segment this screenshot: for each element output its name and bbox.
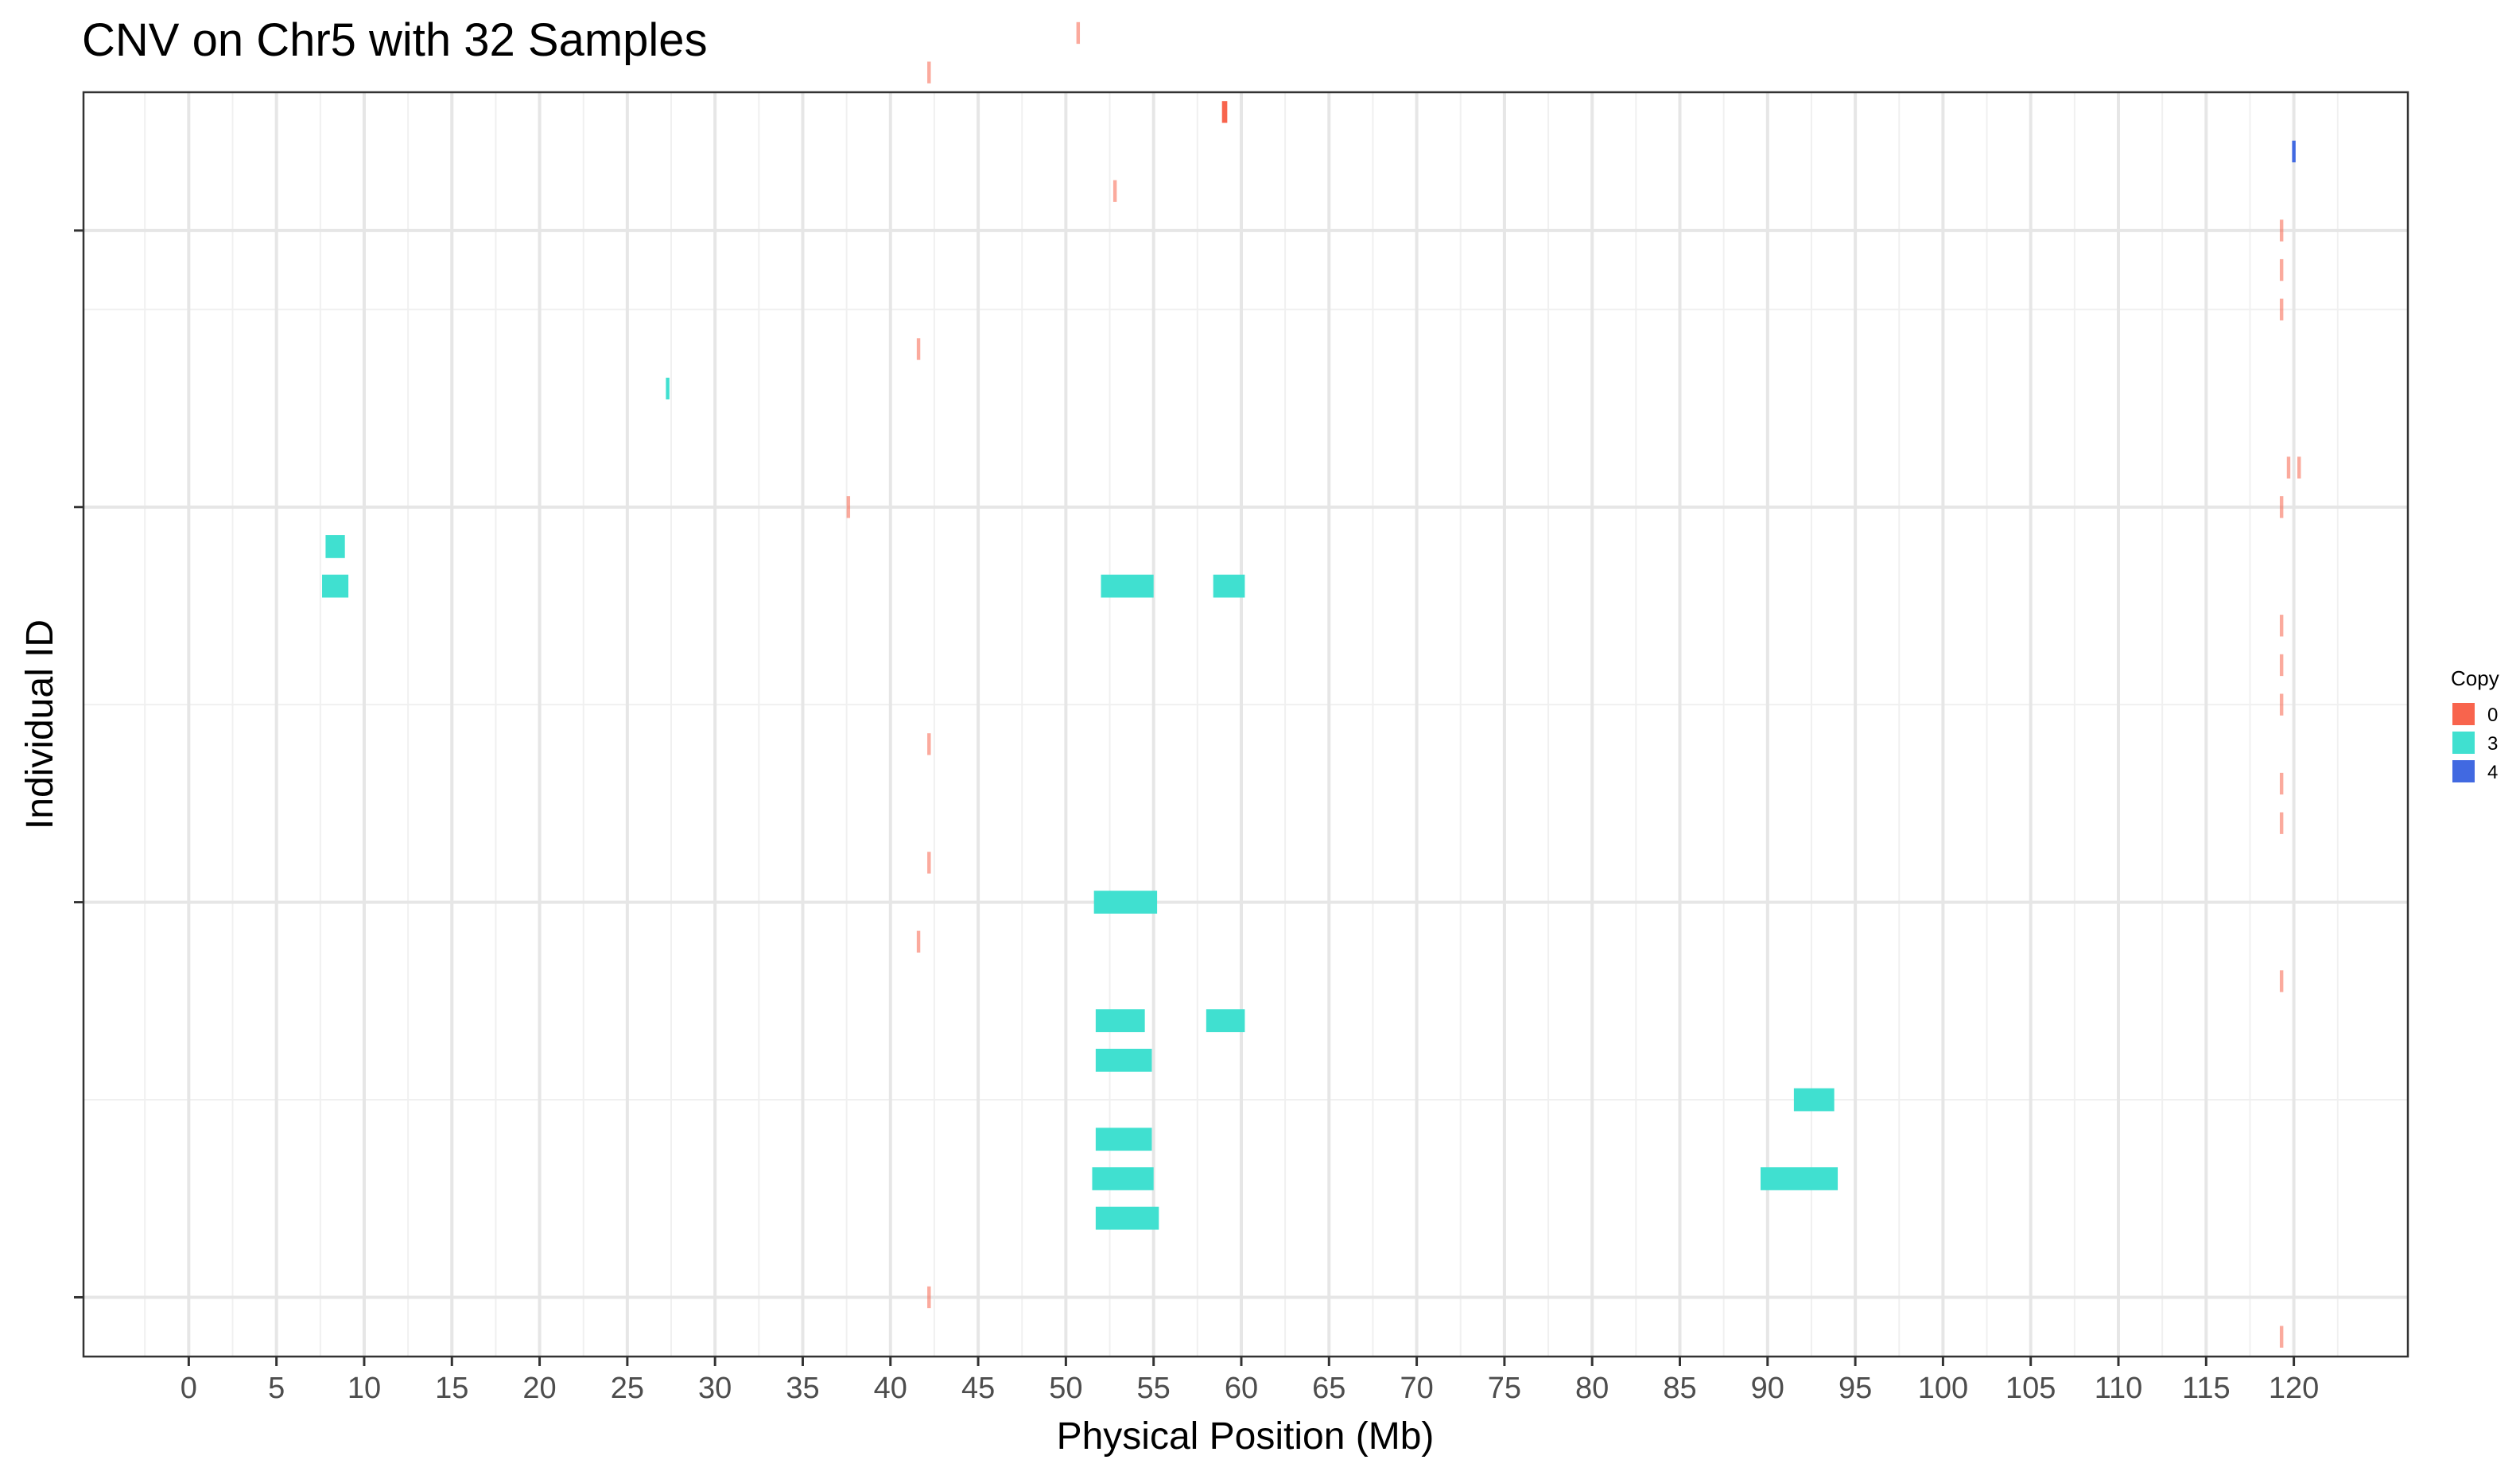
- x-axis-title: Physical Position (Mb): [1057, 1415, 1435, 1458]
- x-tick-label: 75: [1488, 1372, 1521, 1405]
- cnv-segment: [1093, 891, 1158, 914]
- cnv-segment: [1095, 1048, 1152, 1072]
- x-axis-ticks: 0 5 10 15 20 25 30 35 40 45 50 55 60 65 70 75 80 85 90 95 10…: [181, 1357, 2319, 1405]
- x-tick-label: 15: [435, 1372, 468, 1405]
- cnv-segment: [2279, 219, 2284, 242]
- cnv-segment: [2286, 456, 2291, 479]
- x-tick-label: 90: [1751, 1372, 1784, 1405]
- x-tick-label: 40: [874, 1372, 907, 1405]
- legend-label: 4: [2487, 762, 2498, 783]
- x-tick-label: 85: [1663, 1372, 1696, 1405]
- cnv-segment: [927, 1286, 931, 1309]
- chart-title: CNV on Chr5 with 32 Samples: [82, 14, 708, 66]
- cnv-segment: [2279, 258, 2284, 281]
- x-tick-label: 55: [1137, 1372, 1171, 1405]
- cnv-segment: [2279, 970, 2284, 992]
- cnv-segment: [2279, 298, 2284, 320]
- legend-title: Copy: [2451, 666, 2499, 690]
- cnv-segment: [1213, 574, 1245, 598]
- cnv-segment: [1076, 21, 1081, 45]
- cnv-segment: [2279, 812, 2284, 834]
- cnv-segment: [2279, 1326, 2284, 1348]
- cnv-segment: [1095, 1128, 1152, 1151]
- cnv-segments: [322, 21, 2301, 1348]
- x-tick-label: 20: [522, 1372, 556, 1405]
- x-tick-label: 115: [2182, 1372, 2231, 1405]
- cnv-segment: [2279, 693, 2284, 716]
- y-axis-title: Individual ID: [19, 619, 61, 829]
- legend-swatch: [2452, 760, 2475, 782]
- x-tick-label: 70: [1400, 1372, 1433, 1405]
- cnv-segment: [1095, 1206, 1159, 1230]
- minor-gridlines: [83, 92, 2408, 1357]
- cnv-segment: [1112, 180, 1117, 202]
- legend-label: 0: [2487, 705, 2498, 726]
- x-tick-label: 120: [2269, 1372, 2319, 1405]
- x-tick-label: 50: [1049, 1372, 1082, 1405]
- cnv-segment: [2279, 772, 2284, 795]
- cnv-segment: [2279, 654, 2284, 677]
- cnv-segment: [2292, 140, 2296, 163]
- cnv-segment: [322, 574, 349, 598]
- x-tick-label: 10: [348, 1372, 381, 1405]
- x-tick-label: 95: [1839, 1372, 1872, 1405]
- x-tick-label: 0: [181, 1372, 197, 1405]
- x-tick-label: 45: [961, 1372, 995, 1405]
- cnv-segment: [927, 733, 931, 755]
- cnv-segment: [927, 61, 931, 83]
- plot-panel: [83, 92, 2408, 1357]
- x-tick-label: 25: [611, 1372, 644, 1405]
- legend-swatch: [2452, 703, 2475, 725]
- cnv-segment: [916, 930, 921, 953]
- legend-swatch: [2452, 732, 2475, 754]
- cnv-segment: [2279, 496, 2284, 518]
- panel-border: [82, 91, 2409, 1358]
- x-tick-label: 80: [1575, 1372, 1609, 1405]
- cnv-segment: [927, 852, 931, 874]
- cnv-segment: [2279, 615, 2284, 637]
- legend: Copy 0 3 4: [2451, 666, 2499, 783]
- cnv-segment: [1793, 1088, 1835, 1112]
- x-tick-label: 65: [1312, 1372, 1345, 1405]
- cnv-segment: [1092, 1167, 1154, 1190]
- x-tick-label: 105: [2006, 1372, 2056, 1405]
- major-gridlines: [83, 92, 2408, 1357]
- x-tick-label: 60: [1225, 1372, 1258, 1405]
- cnv-segment: [1760, 1167, 1839, 1190]
- x-tick-label: 30: [698, 1372, 732, 1405]
- cnv-segment: [1221, 101, 1228, 123]
- cnv-segment: [1095, 1009, 1145, 1033]
- y-axis-ticks: [74, 229, 83, 1298]
- x-tick-label: 35: [786, 1372, 819, 1405]
- legend-entries: 0 3 4: [2452, 703, 2498, 783]
- cnv-segment: [916, 338, 921, 360]
- x-tick-label: 100: [1918, 1372, 1968, 1405]
- cnv-segment: [846, 496, 851, 518]
- cnv-segment: [325, 534, 345, 558]
- legend-label: 3: [2487, 733, 2498, 755]
- x-tick-label: 110: [2095, 1372, 2143, 1405]
- cnv-segment: [1206, 1009, 1245, 1033]
- cnv-segment: [666, 377, 670, 400]
- cnv-segment: [1101, 574, 1154, 598]
- cnv-segment: [2297, 456, 2301, 479]
- x-tick-label: 5: [268, 1372, 285, 1405]
